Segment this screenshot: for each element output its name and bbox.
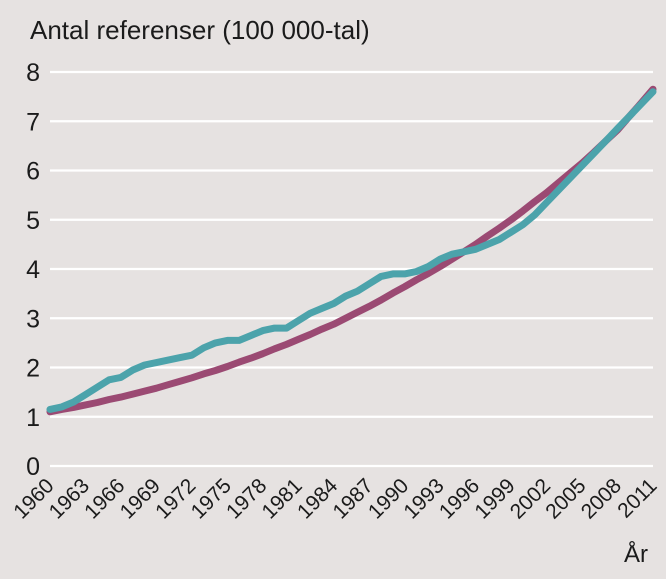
smooth-trend-line-path — [46, 85, 657, 416]
x-tick-label: 1993 — [399, 474, 448, 523]
x-tick-label: 1963 — [45, 474, 94, 523]
x-tick-label: 1981 — [258, 474, 307, 523]
y-tick-label: 6 — [26, 158, 40, 186]
y-tick-label: 2 — [26, 355, 40, 383]
y-tick-label: 0 — [26, 453, 40, 481]
chart-title: Antal referenser (100 000-tal) — [30, 15, 370, 45]
x-tick-label: 1972 — [151, 474, 200, 523]
annual-data-line-path — [46, 88, 657, 413]
x-tick-label: 1984 — [293, 474, 343, 524]
x-tick-label: 1987 — [328, 474, 377, 523]
x-tick-label: 2011 — [613, 474, 661, 522]
y-tick-label: 3 — [26, 305, 40, 333]
x-tick-label: 1969 — [116, 474, 165, 523]
y-tick-label: 5 — [26, 207, 40, 235]
y-tick-label: 4 — [26, 256, 40, 284]
y-tick-label: 1 — [26, 404, 40, 432]
x-tick-label: 1960 — [9, 474, 58, 523]
y-tick-label: 7 — [26, 108, 40, 136]
x-tick-label: 2002 — [506, 474, 555, 523]
y-tick-label: 8 — [26, 59, 40, 87]
x-tick-label: 1966 — [80, 474, 129, 523]
x-tick-label: 1999 — [470, 474, 519, 523]
x-tick-label: 2008 — [577, 474, 626, 523]
x-axis-title: År — [624, 541, 648, 568]
x-tick-label: 1978 — [222, 474, 271, 523]
x-tick-label: 1990 — [364, 474, 413, 523]
x-tick-label: 1975 — [187, 474, 236, 523]
x-tick-label: 2005 — [541, 474, 590, 523]
x-tick-label: 1996 — [435, 474, 484, 523]
